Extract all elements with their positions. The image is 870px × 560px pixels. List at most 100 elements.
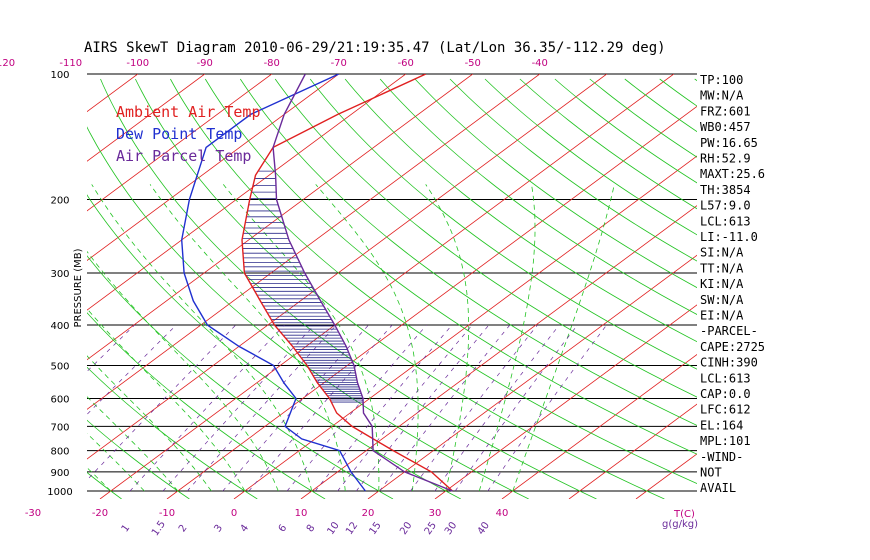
isotherm-line xyxy=(0,74,71,499)
index-entry: CAP:0.0 xyxy=(700,387,751,401)
pressure-tick-label: 500 xyxy=(50,361,69,372)
mixing-ratio-tick-label: 15 xyxy=(367,520,383,537)
mixing-ratio-tick-label: 1.5 xyxy=(150,519,168,538)
mixing-ratio-tick-label: 40 xyxy=(476,520,492,537)
mixing-ratio-tick-label: 12 xyxy=(344,520,360,537)
dry-adiabat-line xyxy=(659,78,697,107)
dry-adiabat-line xyxy=(379,78,697,315)
moist-adiabat-line xyxy=(149,184,346,492)
pressure-tick-label: 200 xyxy=(50,196,69,207)
index-entry: -WIND- xyxy=(700,450,743,464)
pressure-tick-label: 300 xyxy=(50,269,69,280)
moist-adiabat-line xyxy=(512,184,615,492)
moist-adiabat-line xyxy=(87,355,212,492)
isotherm-line xyxy=(99,74,674,499)
temp-top-tick-label: -110 xyxy=(59,58,82,69)
index-entry: EL:164 xyxy=(700,418,743,432)
moist-adiabat-line xyxy=(425,184,470,492)
legend: Ambient Air Temp Dew Point Temp Air Parcel… xyxy=(116,103,261,165)
dry-adiabat-line xyxy=(765,79,870,499)
isotherm-line xyxy=(434,304,697,499)
index-entry: CAPE:2725 xyxy=(700,340,765,354)
isotherm-line xyxy=(87,74,272,212)
dry-adiabat-line xyxy=(239,78,697,426)
index-entry: TT:N/A xyxy=(700,261,744,275)
mixing-ratio-line xyxy=(356,324,490,492)
mixing-ratio-line xyxy=(87,324,236,481)
isotherm-line xyxy=(501,354,697,499)
index-entry: TP:100 xyxy=(700,73,743,87)
index-entry: KI:N/A xyxy=(700,277,744,291)
temp-top-tick-label: -50 xyxy=(465,58,481,69)
pressure-tick-label: 700 xyxy=(50,422,69,433)
temp-bottom-tick-label: 10 xyxy=(295,508,308,519)
index-entry: SW:N/A xyxy=(700,293,744,307)
dry-adiabat-line xyxy=(414,78,697,289)
isotherm-line xyxy=(367,254,697,499)
temp-bottom-tick-label: 20 xyxy=(362,508,375,519)
mixing-ratio-label: g(g/kg) xyxy=(662,519,698,530)
mixing-ratio-line xyxy=(487,324,607,492)
dry-adiabat-line xyxy=(554,78,697,184)
moist-adiabat-line xyxy=(91,184,313,492)
dry-adiabat-line xyxy=(87,194,461,499)
index-entry: -PARCEL- xyxy=(700,324,758,338)
mixing-ratio-line xyxy=(434,324,560,492)
index-entry: L57:9.0 xyxy=(700,199,751,213)
pressure-tick-label: 800 xyxy=(50,447,69,458)
index-entry: RH:52.9 xyxy=(700,152,751,166)
temp-top-tick-label: -70 xyxy=(331,58,347,69)
dry-adiabat-line xyxy=(484,78,697,236)
cape-hatching xyxy=(242,170,364,403)
chart-title: AIRS SkewT Diagram 2010-06-29/21:19:35.4… xyxy=(84,40,666,56)
temp-top-tick-label: -90 xyxy=(197,58,213,69)
y-axis-label: PRESSURE (MB) xyxy=(73,248,84,327)
moist-adiabat-line xyxy=(87,250,279,492)
mixing-ratio-tick-label: 3 xyxy=(212,523,225,535)
dry-adiabat-line xyxy=(135,78,665,499)
mixing-ratio-line xyxy=(454,324,578,492)
index-entry: AVAIL xyxy=(700,481,736,495)
dry-adiabat-line xyxy=(87,126,529,499)
index-entry: WB0:457 xyxy=(700,120,751,134)
dry-adiabat-line xyxy=(344,78,697,343)
pressure-tick-label: 1000 xyxy=(47,487,72,498)
moist-adiabat-line xyxy=(87,396,179,492)
index-entry: TH:3854 xyxy=(700,183,751,197)
moist-adiabat-line xyxy=(315,184,419,492)
index-entry: LCL:613 xyxy=(700,371,751,385)
isotherm-line xyxy=(87,74,339,261)
isotherm-line xyxy=(87,74,205,162)
temp-bottom-tick-label: -20 xyxy=(92,508,108,519)
moist-adiabat-line xyxy=(87,432,145,492)
mixing-ratio-line xyxy=(187,324,337,492)
dry-adiabat-line xyxy=(170,78,697,484)
mixing-ratio-tick-label: 2 xyxy=(177,523,190,535)
pressure-tick-label: 100 xyxy=(50,70,69,81)
index-entry: MPL:101 xyxy=(700,434,751,448)
temp-top-tick-label: -120 xyxy=(0,58,15,69)
isotherm-line xyxy=(87,74,473,361)
temp-bottom-tick-label: 40 xyxy=(496,508,509,519)
dry-adiabat-line xyxy=(519,78,697,210)
dry-adiabat-line xyxy=(309,78,697,370)
dry-adiabat-line xyxy=(274,78,697,398)
index-entry: SI:N/A xyxy=(700,246,744,260)
dry-adiabat-line xyxy=(800,79,870,499)
temp-top-tick-label: -80 xyxy=(264,58,280,69)
isotherm-line xyxy=(87,74,607,460)
parcel-temp-line xyxy=(272,74,453,492)
dry-adiabat-line xyxy=(87,255,394,499)
index-entry: MAXT:25.6 xyxy=(700,167,765,181)
temp-bottom-tick-label: -30 xyxy=(25,508,41,519)
moist-adiabat-line xyxy=(222,184,380,491)
index-entry: FRZ:601 xyxy=(700,104,751,118)
dewpoint-line xyxy=(180,74,366,492)
moist-adiabat-line xyxy=(87,308,246,492)
pressure-tick-label: 400 xyxy=(50,321,69,332)
dry-adiabat-line xyxy=(589,78,697,158)
mixing-ratio-line xyxy=(87,324,135,372)
pressure-tick-label: 600 xyxy=(50,394,69,405)
